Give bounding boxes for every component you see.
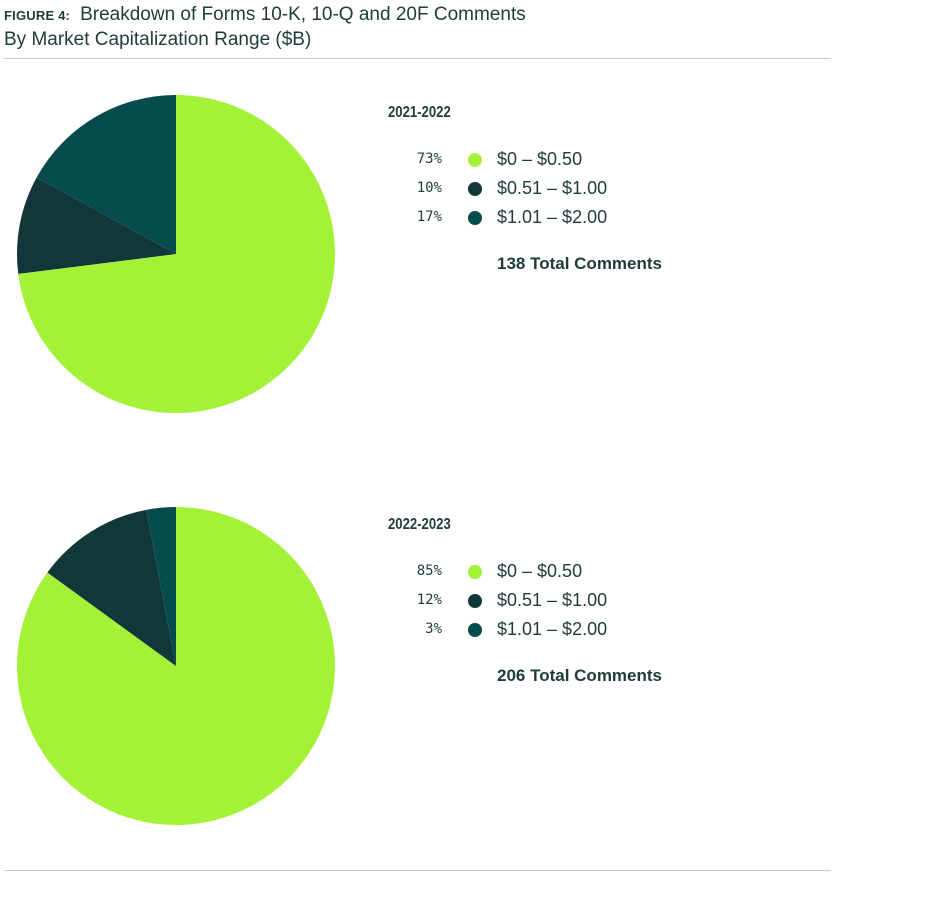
figure-title: Breakdown of Forms 10-K, 10-Q and 20F Co… bbox=[80, 4, 526, 25]
legend-title: 2022-2023 bbox=[388, 516, 451, 533]
legend-label: $0 – $0.50 bbox=[497, 149, 583, 169]
legend-swatch bbox=[468, 182, 482, 196]
legend-swatch bbox=[468, 153, 482, 167]
legend-percent: 3% bbox=[425, 621, 442, 637]
figure-header: FIGURE 4: Breakdown of Forms 10-K, 10-Q a… bbox=[4, 4, 526, 53]
pie-slice-1 bbox=[16, 177, 177, 274]
total-comments: 138 Total Comments bbox=[497, 254, 663, 273]
legend-percent: 12% bbox=[416, 592, 442, 608]
bottom-divider bbox=[4, 870, 831, 871]
legend-swatch bbox=[468, 211, 482, 225]
legend-item-0-0: 73% $0 – $0.50 bbox=[388, 149, 788, 169]
legend-swatch bbox=[468, 565, 482, 579]
figure-subtitle: By Market Capitalization Range ($B) bbox=[4, 29, 312, 50]
pie-slice-2 bbox=[146, 507, 176, 666]
legend-label: $0 – $0.50 bbox=[497, 561, 583, 581]
top-divider bbox=[4, 58, 831, 59]
legend-percent: 85% bbox=[416, 563, 442, 579]
legend-percent: 73% bbox=[416, 151, 442, 167]
legend-swatch bbox=[468, 594, 482, 608]
legend-item-0-1: 10% $0.51 – $1.00 bbox=[388, 178, 788, 198]
legend-label: $1.01 – $2.00 bbox=[497, 207, 608, 227]
legend-title: 2021-2022 bbox=[388, 104, 451, 121]
pie-chart-0 bbox=[16, 95, 335, 413]
legend-swatch bbox=[468, 623, 482, 637]
total-comments: 206 Total Comments bbox=[497, 666, 663, 685]
figure-label: FIGURE 4: bbox=[4, 8, 71, 23]
pie-slice-2 bbox=[36, 95, 176, 254]
pie-chart-1 bbox=[17, 507, 336, 825]
legend-1: 2022-2023 85% $0 – $0.50 12% $0.51 – $1.… bbox=[388, 516, 662, 685]
legend-label: $0.51 – $1.00 bbox=[497, 590, 608, 610]
legend-percent: 17% bbox=[416, 209, 442, 225]
legend-item-1-0: 85% $0 – $0.50 bbox=[388, 561, 788, 581]
chart-2021-2022: 2021-2022 73% $0 – $0.50 10% $0.51 – $1.… bbox=[0, 94, 945, 454]
legend-item-0-2: 17% $1.01 – $2.00 bbox=[388, 207, 788, 227]
pie-slice-0 bbox=[17, 507, 336, 825]
chart-2022-2023: 2022-2023 85% $0 – $0.50 12% $0.51 – $1.… bbox=[0, 506, 945, 866]
legend-0: 2021-2022 73% $0 – $0.50 10% $0.51 – $1.… bbox=[388, 104, 662, 273]
legend-label: $1.01 – $2.00 bbox=[497, 619, 608, 639]
legend-item-1-2: 3% $1.01 – $2.00 bbox=[388, 619, 788, 639]
legend-label: $0.51 – $1.00 bbox=[497, 178, 608, 198]
pie-slice-1 bbox=[47, 509, 177, 666]
figure-title-line: FIGURE 4: Breakdown of Forms 10-K, 10-Q a… bbox=[4, 4, 526, 27]
legend-item-1-1: 12% $0.51 – $1.00 bbox=[388, 590, 788, 610]
legend-percent: 10% bbox=[416, 180, 442, 196]
pie-slice-0 bbox=[18, 95, 335, 413]
